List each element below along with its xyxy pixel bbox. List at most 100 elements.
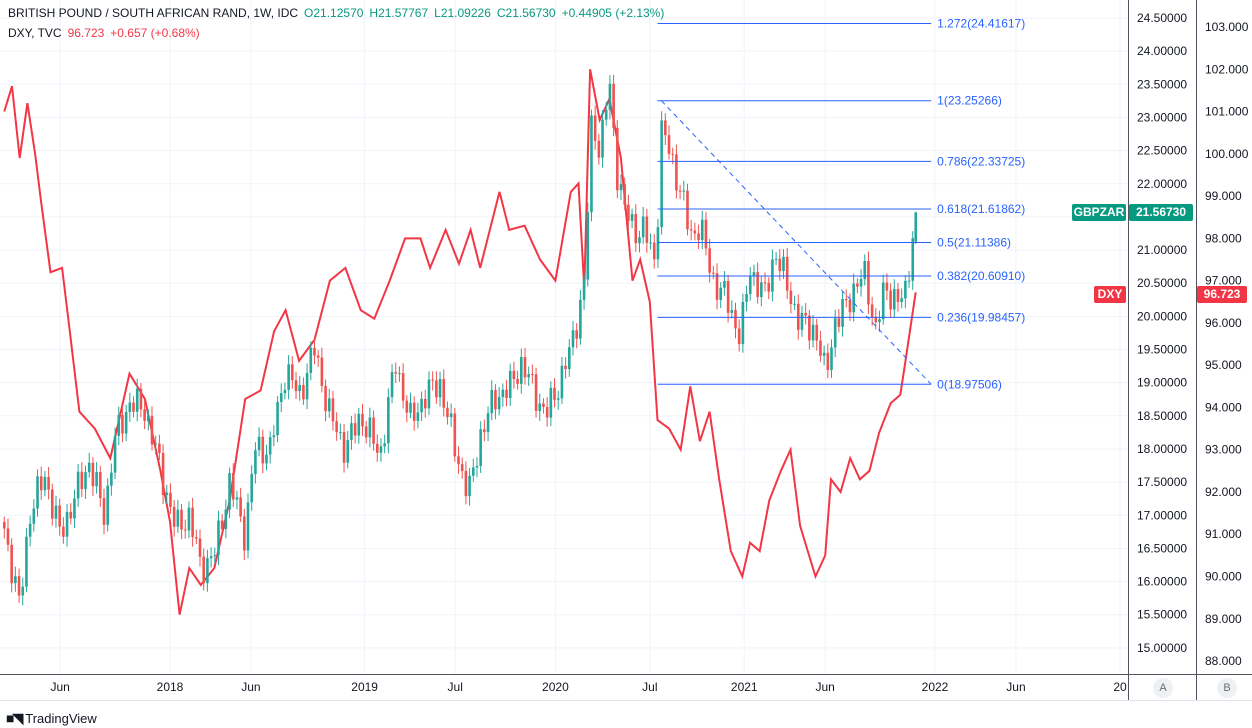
candle-body (800, 312, 804, 330)
fib-level-label: 0.236(19.98457) (937, 310, 1025, 324)
candle-body (416, 412, 420, 421)
candle-body (608, 83, 612, 110)
candle-body (752, 272, 756, 277)
candle-body (39, 476, 43, 491)
price-tick-label: 16.00000 (1137, 575, 1187, 589)
candle-body (819, 340, 822, 356)
candle-body (243, 516, 246, 551)
candle-body (497, 396, 501, 410)
price-tick-label: 17.50000 (1137, 475, 1187, 489)
candle-body (793, 303, 796, 305)
dxy-tick-label: 94.000 (1205, 400, 1242, 414)
candle-body (239, 497, 242, 517)
candle-body (10, 544, 13, 584)
candle-body (844, 298, 848, 300)
price-tick-label: 21.00000 (1137, 243, 1187, 257)
candle-body (50, 489, 54, 519)
candle-body (283, 389, 287, 394)
candle-body (730, 310, 734, 313)
price-tick-label: 18.00000 (1137, 442, 1187, 456)
candle-body (250, 473, 254, 503)
candle-body (804, 312, 807, 316)
price-tick-label: 19.00000 (1137, 376, 1187, 390)
candle-body (538, 403, 542, 411)
candle-body (723, 280, 726, 288)
dxy-tick-label: 96.000 (1205, 316, 1242, 330)
dxy-tick-label: 90.000 (1205, 570, 1242, 584)
candle-body (808, 315, 811, 341)
candle-body (568, 347, 571, 370)
candle-body (231, 473, 235, 500)
price-axis-dxy[interactable]: 88.000 89.000 90.000 91.000 92.000 93.000 94.0… (1205, 20, 1249, 668)
candle-body (782, 256, 785, 272)
candle-body (483, 429, 486, 433)
candle-body (350, 423, 353, 441)
candle-body (364, 426, 368, 438)
candle-body (346, 440, 350, 463)
scale-a-button[interactable]: A (1153, 678, 1173, 698)
candle-body (357, 413, 361, 436)
candle-body (712, 272, 715, 274)
candle-body (47, 476, 50, 490)
candle-body (235, 497, 239, 500)
candle-body (36, 476, 39, 509)
dxy-tick-label: 100.000 (1205, 147, 1249, 161)
candle-body (464, 470, 468, 497)
candle-body (479, 429, 482, 466)
candle-body (579, 299, 582, 339)
time-tick-label: Jun (816, 680, 835, 694)
candle-body (837, 318, 841, 327)
change: +0.44905 (+2.13%) (561, 6, 665, 20)
candle-body (272, 435, 276, 438)
candle-body (756, 272, 759, 298)
candle-body (124, 412, 128, 434)
candle-body (700, 219, 704, 241)
candle-body (645, 216, 649, 243)
candle-body (660, 120, 663, 228)
candle-body (848, 299, 852, 313)
price-tick-label: 19.50000 (1137, 343, 1187, 357)
candle-body (571, 330, 575, 348)
fibonacci-retracement[interactable]: 1.272(24.41617) 1(23.25266) 0.786(22.33725… (657, 17, 1026, 392)
candle-body (649, 242, 652, 244)
dxy-tick-label: 98.000 (1205, 231, 1242, 245)
candle-body (28, 523, 32, 537)
candle-body (298, 385, 302, 392)
gbpzar-name-badge: GBPZAR (1072, 204, 1126, 221)
tradingview-logo[interactable]: ■◥ TradingView (6, 710, 97, 727)
scale-b-button[interactable]: B (1217, 678, 1237, 698)
candle-body (560, 365, 564, 399)
price-axis-gbpzar[interactable]: 15.00000 15.50000 16.00000 16.50000 17.00000… (1137, 11, 1187, 655)
candle-body (881, 282, 885, 320)
candle-body (590, 115, 593, 213)
legend-gbpzar: BRITISH POUND / SOUTH AFRICAN RAND, 1W, … (8, 6, 670, 20)
candle-body (604, 109, 608, 120)
candle-body (309, 347, 313, 373)
time-tick-label: 2019 (351, 680, 378, 694)
candle-body (158, 443, 161, 453)
candle-body (475, 465, 479, 468)
candle-body (767, 282, 771, 292)
candle-body (833, 318, 837, 348)
candle-body (139, 388, 143, 410)
candle-body (630, 214, 634, 221)
candle-body (641, 216, 645, 238)
dxy-title: DXY, TVC (8, 26, 62, 40)
time-tick-label: Jun (50, 680, 69, 694)
gbpzar-price-badge: 21.56730 (1129, 204, 1193, 221)
candle-body (446, 407, 449, 418)
candle-body (379, 446, 383, 453)
time-axis[interactable]: Jun 2018 Jun 2019 Jul 2020 Jul 2021 Jun 2022 Jun 20 (50, 680, 1127, 694)
candle-body (368, 417, 372, 438)
candle-body (616, 127, 619, 191)
candle-body (257, 436, 261, 451)
candle-body (892, 289, 896, 310)
candle-body (327, 398, 331, 412)
candle-body (601, 119, 604, 158)
candle-body (113, 435, 117, 473)
candle-body (501, 389, 505, 397)
candle-body (523, 357, 527, 378)
price-tick-label: 20.00000 (1137, 309, 1187, 323)
grid (0, 0, 1128, 674)
